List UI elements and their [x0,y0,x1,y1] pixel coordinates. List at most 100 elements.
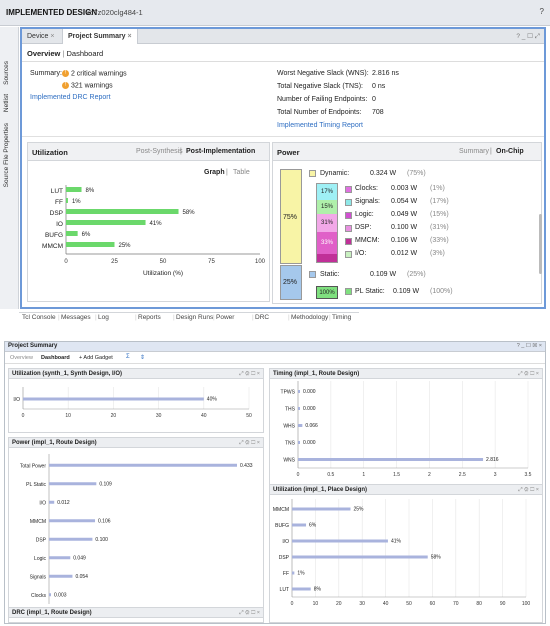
close-icon[interactable]: × [50,33,55,40]
add-gadget-button[interactable]: + Add Gadget [79,355,113,361]
tab-separator: | [213,314,215,321]
bar [49,537,93,541]
dashboard-tab[interactable]: Dashboard [41,355,70,361]
post-implementation-tab[interactable]: Post-Implementation [186,148,256,155]
tab-separator: | [58,314,60,321]
gadget-1: Power (impl_1, Route Design) ⤢ ⚙ ☐ × Tota… [8,437,264,609]
bottom-tab[interactable]: Messages [61,314,91,321]
gadget-controls[interactable]: ⤢ ⚙ ☐ × [239,440,260,446]
category-label: THS [285,407,296,413]
power-summary-tab[interactable]: Summary [459,148,489,155]
on-chip-tab[interactable]: On-Chip [496,148,524,155]
post-synthesis-tab[interactable]: Post-Synthesis [136,148,183,155]
scrollbar[interactable] [539,214,542,274]
bar-label: 25% [119,243,132,249]
category-label: IO [56,221,63,228]
bar [292,507,351,511]
sort-icon[interactable]: ⇕ [140,355,146,361]
dynamic-bar: 75% [280,169,302,264]
bottom-tab[interactable]: Reports [138,314,161,321]
category-label: MMCM [273,507,289,513]
bar [292,523,307,527]
wns-value: 2.816 ns [372,70,399,77]
bottom-tabs: Tcl Console Messages | Log | Reports | Design R… [19,312,359,325]
pl-static-swatch [345,288,352,295]
gadget-title: Power (impl_1, Route Design) [12,440,97,446]
bottom-tab[interactable]: Power [216,314,235,321]
bottom-tab[interactable]: Design Runs [176,314,214,321]
category-label: BUFG [45,232,63,239]
side-tab-sources[interactable]: Sources [3,61,10,85]
gadget-3: Utilization (impl_1, Place Design) ⤢ ⚙ ☐ … [269,484,543,623]
close-icon[interactable]: × [127,33,132,40]
tab-separator: | [288,314,290,321]
timing-report-link[interactable]: Implemented Timing Report [277,122,363,129]
bar [66,209,179,214]
window-controls[interactable]: ? _ ☐ ⤢ [516,33,540,40]
tab-separator: | [135,314,137,321]
gadget-controls[interactable]: ⤢ ⚙ ☐ × [518,371,539,377]
gadget-title: DRC (impl_1, Route Design) [12,610,92,616]
category-label: DSP [50,210,63,217]
x-tick-label: 20 [336,601,342,607]
legend-swatch [345,199,352,206]
gadget-title: Timing (impl_1, Route Design) [273,371,360,377]
critical-warnings[interactable]: ! 2 critical warnings [62,70,127,77]
tab-project-summary[interactable]: Project Summary × [62,29,138,44]
power-item-label: I/O: [355,250,367,257]
category-label: WHS [283,424,295,430]
category-label: TPWS [281,390,296,396]
legend-swatch [345,186,352,193]
tab-device[interactable]: Device × [22,29,59,44]
gadget-controls[interactable]: ⤢ ⚙ ☐ × [518,487,539,493]
overview-tab[interactable]: Overview [10,355,33,361]
x-tick-label: 25 [111,259,118,265]
bar-label: 6% [82,232,91,238]
gadget-controls[interactable]: ⤢ ⚙ ☐ × [239,610,260,616]
x-tick-label: 0 [64,259,68,265]
legend-swatch [345,212,352,219]
bar [49,593,51,597]
graph-tab[interactable]: Graph [204,169,225,176]
bottom-tab[interactable]: Methodology [291,314,329,321]
help-button[interactable]: ? [539,7,544,16]
gadget-title: Utilization (synth_1, Synth Design, I/O) [12,371,123,377]
bottom-tab[interactable]: DRC [255,314,270,321]
bar-label: 6% [309,523,317,529]
wns-label: Worst Negative Slack (WNS): [277,70,369,77]
bar [66,242,115,247]
window-tabs: Device × Project Summary × ? _ ☐ ⤢ [22,29,544,44]
side-tab-source-file-properties[interactable]: Source File Properties [3,123,10,188]
bottom-tab[interactable]: Log [98,314,109,321]
pl-static-pct-label: (100%) [430,288,453,295]
x-tick-label: 80 [476,601,482,607]
bar [23,397,204,401]
clocks-segment: 17% [317,184,337,200]
warnings[interactable]: ! 321 warnings [62,82,113,89]
bottom-tab[interactable]: Tcl Console [22,314,56,321]
x-tick-label: 10 [313,601,319,607]
category-label: Total Power [20,463,46,469]
drc-report-link[interactable]: Implemented DRC Report [30,94,111,101]
overview-tab[interactable]: Overview | Dashboard [27,49,104,58]
bar [292,539,388,543]
dashboard-window-controls[interactable]: ? _ ☐ ☒ × [516,343,542,349]
sigma-icon[interactable]: Σ [126,354,130,360]
gadget-controls[interactable]: ⤢ ⚙ ☐ × [239,371,260,377]
x-tick-label: 0 [291,601,294,607]
x-tick-label: 50 [406,601,412,607]
bar-label: 40% [207,397,218,403]
bar-label: 0.000 [303,440,316,446]
overview-label: Overview [27,49,61,58]
side-tab-netlist[interactable]: Netlist [3,94,10,113]
bar-label: 0.100 [95,537,108,543]
bar-label: 0.054 [75,574,88,580]
static-percent: 25% [283,279,298,286]
table-tab[interactable]: Table [233,169,250,176]
signals-segment: 15% [317,200,337,214]
dashboard-tab[interactable]: Dashboard [66,49,104,58]
bar-label: 8% [314,587,322,593]
power-row: I/O: 0.012 W (3%) [345,250,535,261]
bottom-tab[interactable]: Timing [332,314,352,321]
power-row: MMCM: 0.106 W (33%) [345,237,535,248]
